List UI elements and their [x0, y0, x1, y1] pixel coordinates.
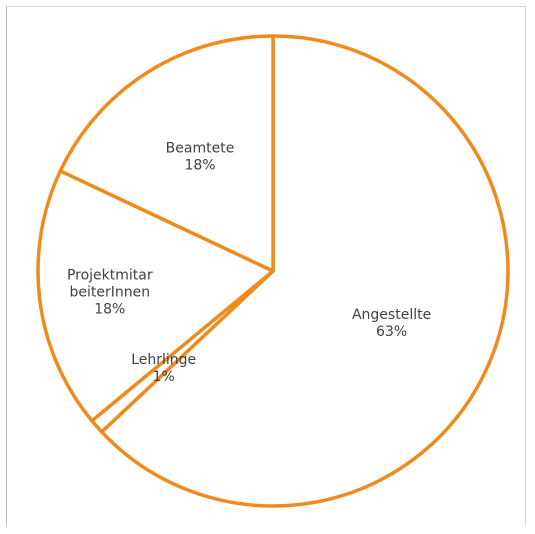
- slice-percent: 1%: [153, 369, 175, 385]
- chart-frame: [6, 6, 526, 526]
- slice-label-angestellte: Angestellte 63%: [352, 307, 431, 340]
- slice-label-beamtete: Beamtete 18%: [166, 140, 235, 173]
- pie-slice-angestellte: [99, 34, 510, 508]
- slice-percent: 63%: [376, 324, 407, 340]
- slice-name: Angestellte: [352, 307, 431, 323]
- pie-slice-projektmitarbeiterinnen: [36, 169, 275, 423]
- slice-label-lehrlinge: Lehrlinge 1%: [131, 352, 196, 385]
- slice-label-projektmitarbeiterinnen: Projektmitar beiterInnen 18%: [67, 268, 153, 318]
- slice-name: Beamtete: [166, 140, 235, 156]
- slice-name: beiterInnen: [69, 285, 150, 301]
- pie-slice-beamtete: [58, 34, 275, 273]
- slice-percent: 18%: [184, 157, 215, 173]
- slice-name: Projektmitar: [67, 268, 153, 284]
- slice-name: Lehrlinge: [131, 352, 196, 368]
- slice-percent: 18%: [94, 302, 125, 318]
